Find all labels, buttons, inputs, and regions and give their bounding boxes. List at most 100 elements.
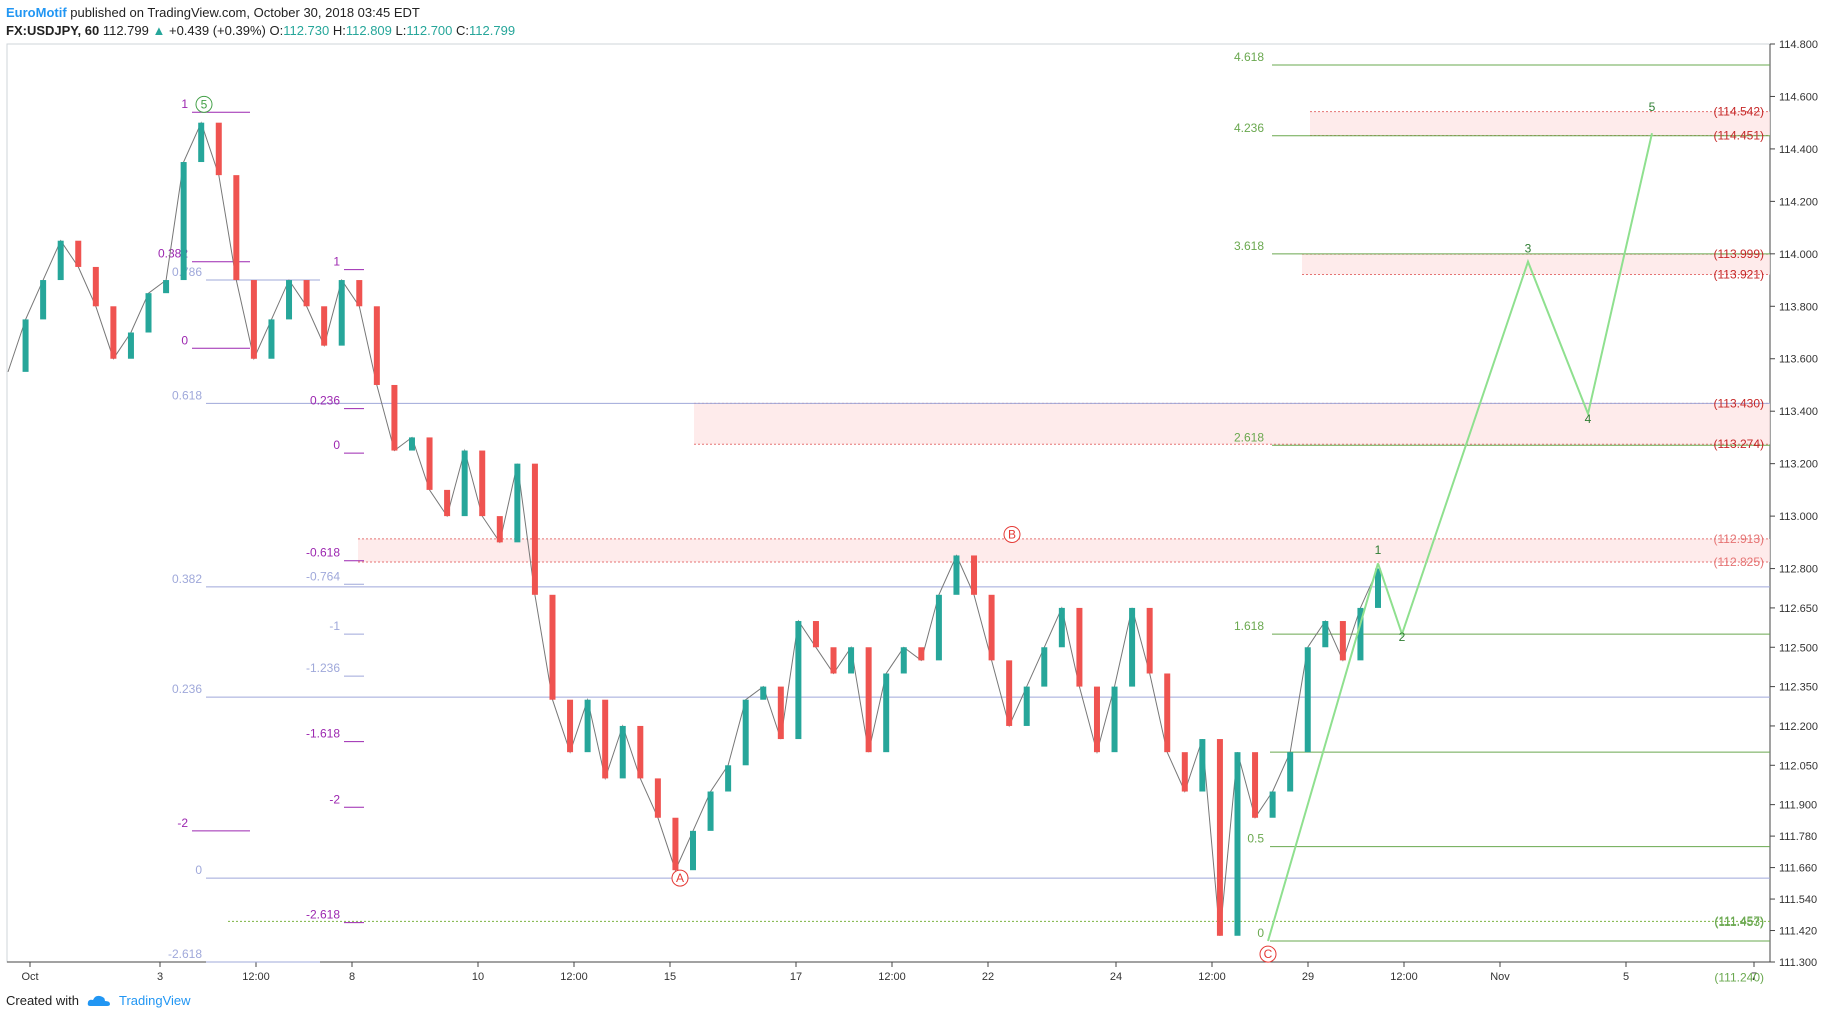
price-candle [795, 621, 802, 740]
price-candle [1164, 673, 1171, 753]
y-tick-label: 112.200 [1779, 721, 1818, 733]
price-candle [356, 280, 363, 307]
fib-retracement-label: -1.236 [306, 661, 340, 675]
fib-retracement-label: 0.786 [172, 265, 202, 279]
price-candle [848, 647, 855, 674]
price-candle [777, 686, 784, 740]
price-candle [373, 306, 380, 385]
price-candle [233, 175, 240, 281]
price-candle [1234, 752, 1241, 936]
price-candle [1041, 647, 1048, 687]
price-candle [1252, 752, 1259, 818]
open-value: 112.730 [283, 23, 330, 38]
price-candle [812, 621, 819, 648]
fib-retracement-label: -0.618 [306, 546, 340, 560]
fib-extension-label: 0.5 [1247, 832, 1264, 846]
tradingview-brand[interactable]: TradingView [118, 993, 191, 1008]
price-candle [1181, 752, 1188, 792]
fib-retracement-label: -2.618 [306, 908, 340, 922]
x-tick-label: 10 [472, 971, 484, 983]
wave-label: 1 [1375, 543, 1382, 557]
fib-retracement-label: -2.618 [168, 947, 202, 961]
price-candle [338, 280, 345, 346]
x-tick-label: 3 [157, 971, 163, 983]
y-tick-label: 113.600 [1779, 354, 1818, 366]
wave-projection-path [1377, 132, 1653, 638]
author-link[interactable]: EuroMotif [6, 5, 67, 20]
price-candle [286, 280, 293, 320]
fib-extension-label: 2.618 [1234, 430, 1264, 444]
fib-extension-label: 4.236 [1234, 121, 1264, 135]
symbol-label[interactable]: FX:USDJPY, 60 [6, 23, 100, 38]
price-candle [918, 647, 925, 661]
fib-retracement-label: 1 [333, 255, 340, 269]
x-tick-label: 29 [1302, 971, 1314, 983]
wave-impulse-line [1267, 563, 1379, 942]
price-level-label: (111.457) [1714, 914, 1764, 928]
wave-label-circle [1003, 525, 1021, 543]
price-candle [1304, 647, 1311, 753]
created-with-text: Created with [6, 993, 79, 1008]
target-zone [694, 403, 1770, 445]
y-tick-label: 114.200 [1779, 196, 1818, 208]
low-label: L: [395, 23, 407, 38]
price-candle [654, 778, 661, 818]
plot-frame [6, 43, 1771, 963]
fib-retracement-label: 0.236 [172, 682, 202, 696]
price-candle [479, 450, 486, 517]
wave-label: B [1008, 527, 1016, 541]
ohlc-line: FX:USDJPY, 60 112.799 ▲ +0.439 (+0.39%) … [6, 22, 515, 40]
price-candle [725, 765, 732, 792]
price-level-label: (111.453) [1714, 915, 1764, 929]
price-candle [215, 122, 222, 176]
fib-extension-label: 1.618 [1234, 619, 1264, 633]
wave-label: 5 [201, 97, 208, 111]
price-candle [690, 830, 696, 871]
high-label: H: [332, 23, 346, 38]
price-candle [303, 280, 310, 307]
price-candle [145, 293, 152, 333]
price-candle [1058, 607, 1065, 648]
y-tick-label: 112.350 [1779, 682, 1818, 694]
wave-label: C [1264, 947, 1273, 961]
y-tick-label: 111.900 [1779, 800, 1817, 812]
y-tick-label: 113.200 [1779, 459, 1818, 471]
price-candle [865, 647, 872, 753]
fib-extension-label: 3.618 [1234, 239, 1264, 253]
cloud-logo-icon [87, 995, 110, 1006]
price-candle [75, 240, 82, 267]
x-tick-label: 12:00 [1198, 971, 1226, 983]
price-level-label: (111.240) [1714, 971, 1764, 985]
price-candle [1006, 660, 1013, 726]
fib-extension-label: 0 [1257, 926, 1264, 940]
price-level-label: (113.999) [1714, 247, 1764, 261]
y-tick-label: 112.050 [1779, 760, 1818, 772]
price-candle [549, 594, 556, 700]
target-zone [1302, 254, 1770, 275]
chart-header: EuroMotif published on TradingView.com, … [6, 4, 515, 40]
y-tick-label: 114.800 [1779, 39, 1818, 51]
x-tick-label: 22 [982, 971, 994, 983]
x-tick-label: 8 [349, 971, 355, 983]
x-tick-label: Oct [21, 971, 38, 983]
price-level-label: (114.451) [1714, 129, 1764, 143]
fib-retracement-label: 0 [195, 863, 202, 877]
price-candle [1076, 607, 1083, 687]
price-level-label: (112.825) [1714, 555, 1764, 569]
x-tick-label: Nov [1490, 971, 1510, 983]
price-candle [830, 647, 837, 674]
price-candle [883, 673, 890, 753]
price-candle [672, 817, 679, 871]
fib-retracement-label: 0 [181, 333, 188, 347]
price-candle [531, 463, 538, 595]
publish-line: EuroMotif published on TradingView.com, … [6, 4, 515, 22]
y-tick-label: 114.000 [1779, 249, 1818, 261]
price-candle [426, 437, 433, 490]
wave-label: 4 [1585, 412, 1592, 426]
wave-label-circle [195, 95, 213, 113]
price-candle [584, 699, 591, 753]
x-tick-label: 12:00 [1390, 971, 1418, 983]
price-candle [127, 332, 134, 359]
price-candle [971, 555, 978, 595]
